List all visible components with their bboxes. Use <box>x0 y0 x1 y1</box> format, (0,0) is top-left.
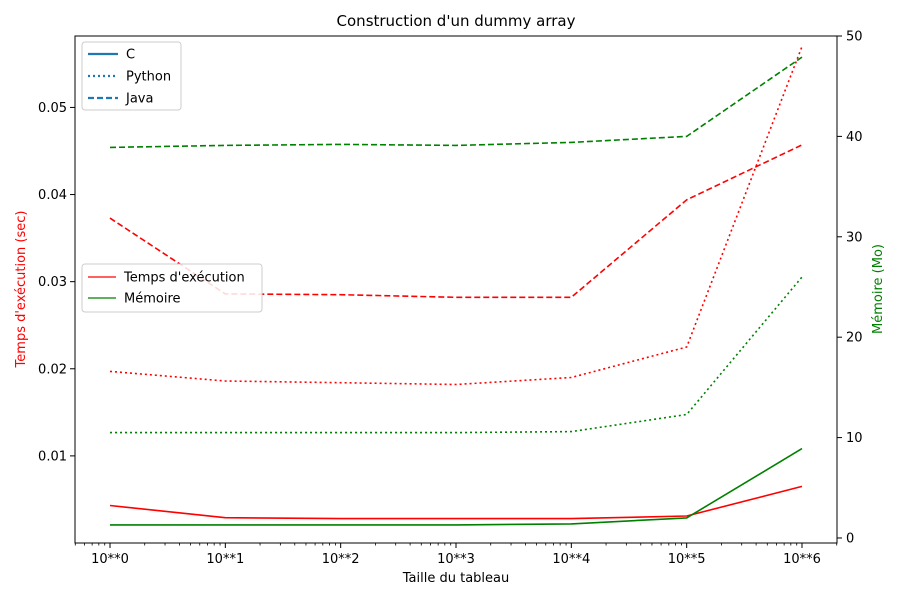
y-left-tick-label: 0.05 <box>38 101 67 116</box>
series-line-memory-python <box>110 276 803 434</box>
x-tick-label: 10**2 <box>322 552 360 567</box>
x-tick-label: 10**1 <box>206 552 244 567</box>
x-tick-label: 10**5 <box>668 552 706 567</box>
series-line-memory-java <box>109 56 803 149</box>
right-y-axis-label: Mémoire (Mo) <box>871 244 886 334</box>
x-axis-label: Taille du tableau <box>402 571 509 586</box>
y-left-tick-label: 0.01 <box>38 449 67 464</box>
x-tick-label: 10**6 <box>783 552 821 567</box>
y-right-tick-label: 20 <box>846 331 863 346</box>
legend-label-c: C <box>126 48 135 63</box>
y-right-tick-label: 10 <box>846 431 863 446</box>
legend-label-metric: Temps d'exécution <box>123 271 245 286</box>
y-right-tick-label: 40 <box>846 130 863 145</box>
x-tick-label: 10**3 <box>437 552 475 567</box>
y-left-tick-label: 0.04 <box>38 188 67 203</box>
x-tick-label: 10**0 <box>91 552 129 567</box>
x-tick-label: 10**4 <box>552 552 590 567</box>
y-right-tick-label: 50 <box>846 30 863 45</box>
legend-box <box>81 263 263 313</box>
y-left-tick-label: 0.02 <box>38 362 67 377</box>
legend-metrics: Temps d'exécution Mémoire <box>81 263 263 313</box>
legend-label-python: Python <box>126 70 171 85</box>
chart-title: Construction d'un dummy array <box>337 12 576 30</box>
series-line-memory-c <box>110 447 803 526</box>
legend-line-styles: C Python Java <box>81 41 182 111</box>
left-y-axis-label: Temps d'exécution (sec) <box>14 211 29 369</box>
legend-box <box>81 41 182 111</box>
y-right-tick-label: 0 <box>846 531 854 546</box>
y-left-tick-label: 0.03 <box>38 275 67 290</box>
y-right-tick-label: 30 <box>846 230 863 245</box>
legend-label-metric: Mémoire <box>124 292 181 307</box>
series-line-time-c <box>109 485 803 520</box>
legend-label-java: Java <box>125 92 153 107</box>
series-line-time-python <box>109 46 803 386</box>
